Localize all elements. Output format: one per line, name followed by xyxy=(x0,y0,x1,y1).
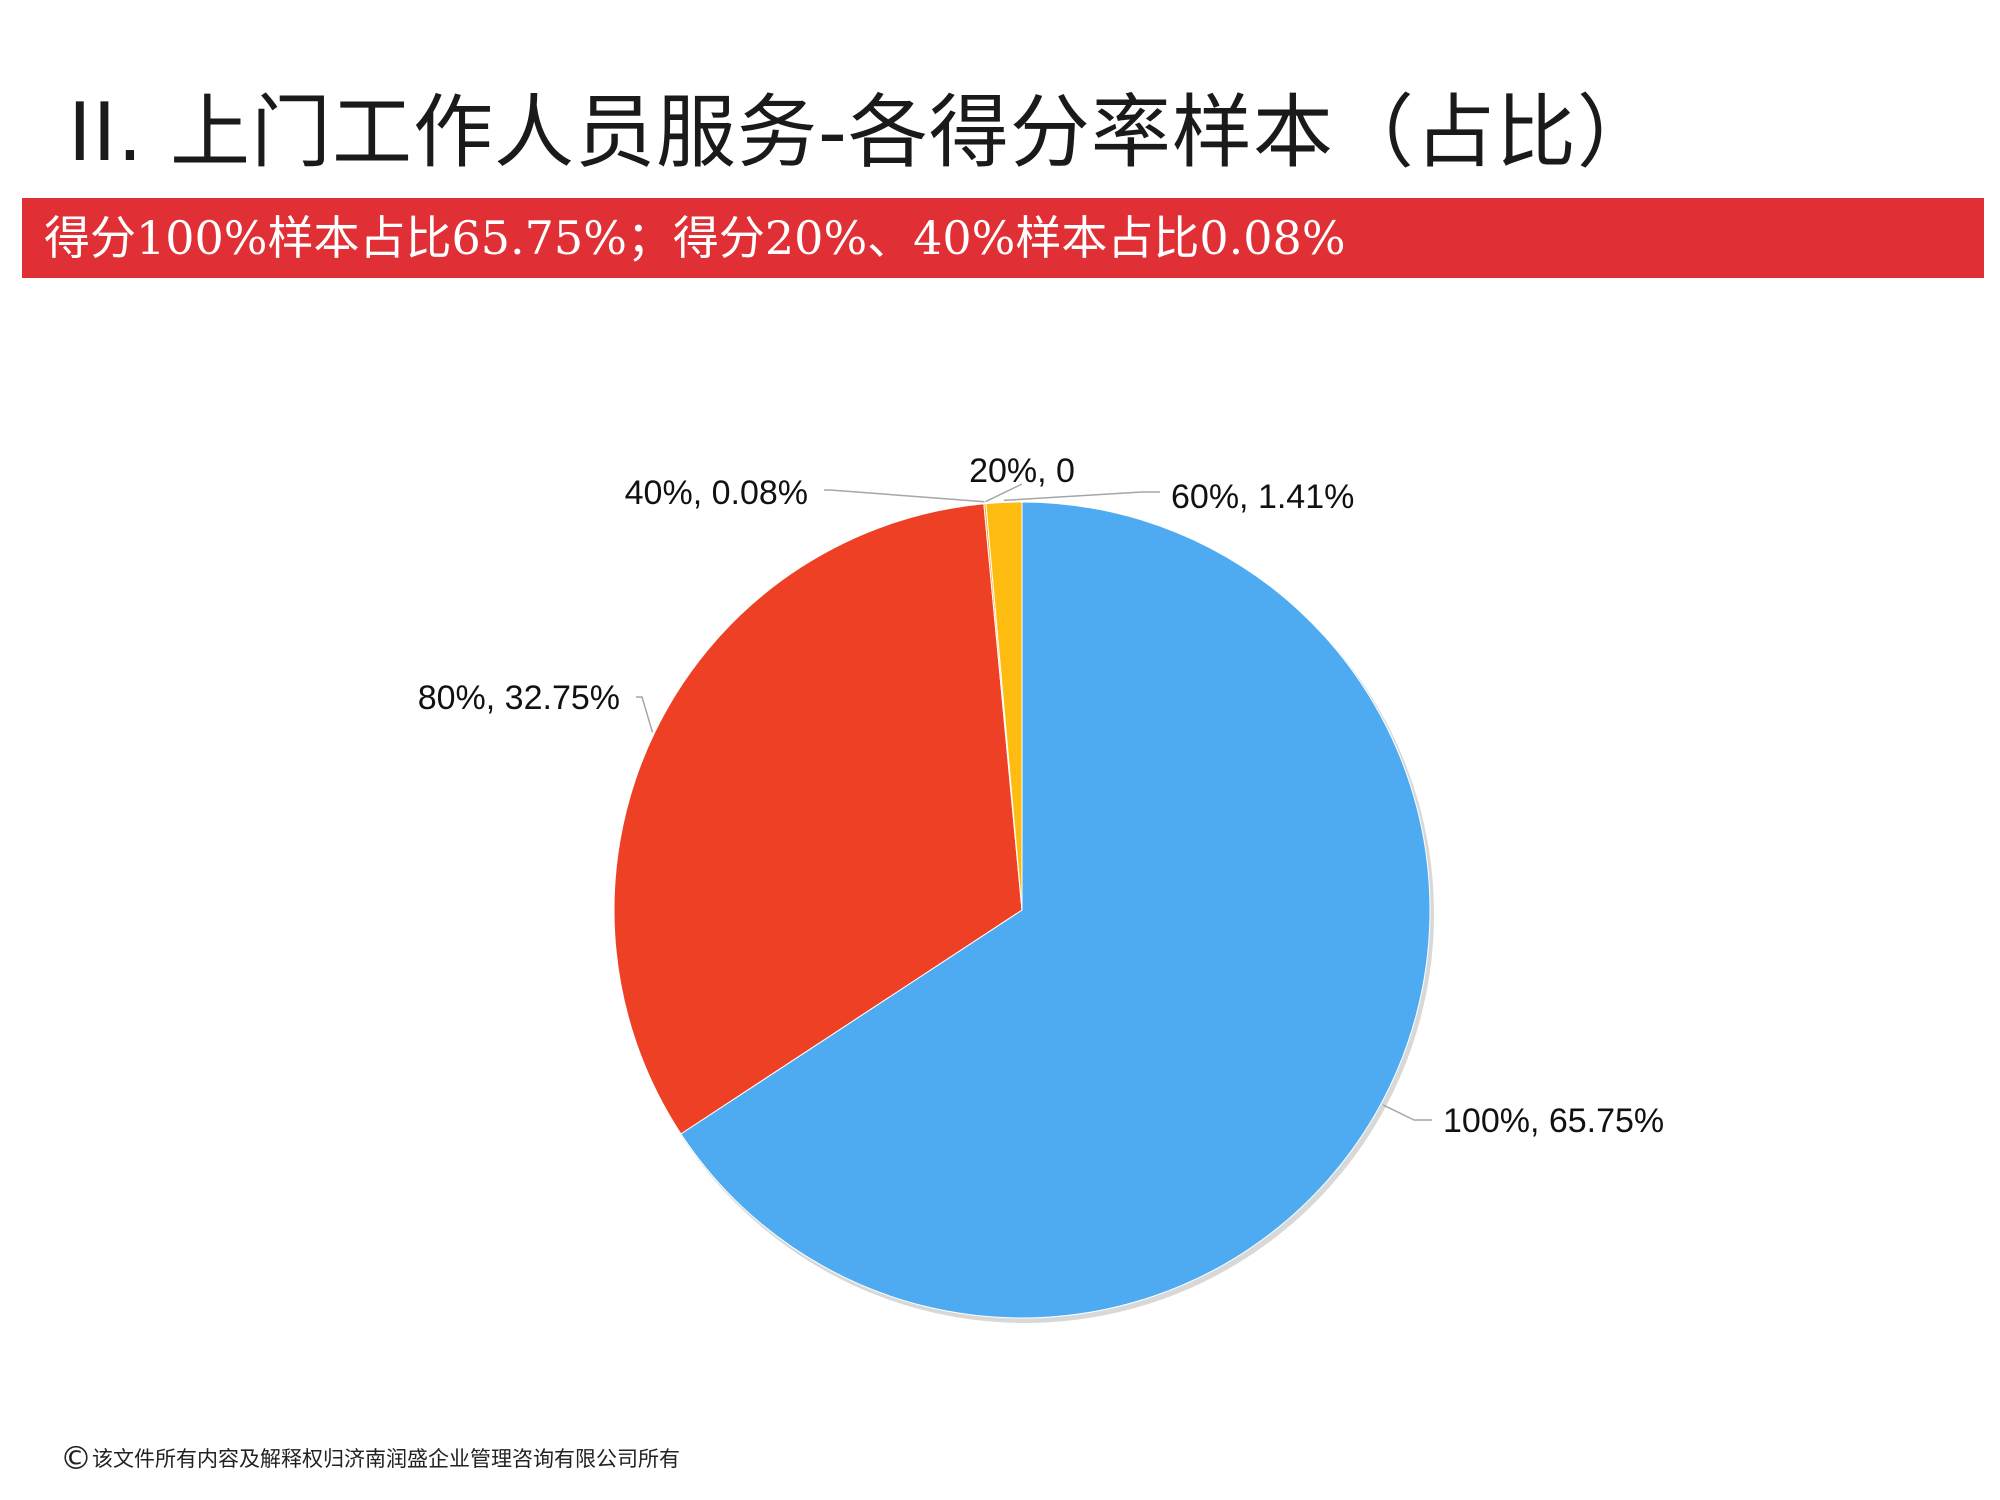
data-label-100pct: 100%, 65.75% xyxy=(1443,1102,1664,1140)
copyright-text: 该文件所有内容及解释权归济南润盛企业管理咨询有限公司所有 xyxy=(92,1447,680,1471)
data-label-80pct: 80%, 32.75% xyxy=(418,679,620,717)
slide-title: II. 上门工作人员服务-各得分率样本（占比） xyxy=(68,86,1658,179)
leader-line-100pct xyxy=(1382,1104,1432,1121)
pie-slice-60pct xyxy=(985,501,1023,911)
leader-line-80pct xyxy=(636,696,654,733)
copyright-footer: ©该文件所有内容及解释权归济南润盛企业管理咨询有限公司所有 xyxy=(60,1438,680,1478)
subtitle-text: 得分100%样本占比65.75%；得分20%、40%样本占比0.08% xyxy=(44,211,1346,265)
leader-line-20pct xyxy=(985,483,1023,503)
data-label-20pct: 20%, 0 xyxy=(969,452,1075,490)
pie-slice-100pct xyxy=(680,501,1431,1319)
pie-slice-80pct xyxy=(613,503,1023,1135)
leader-line-60pct xyxy=(1003,491,1160,502)
data-label-60pct: 60%, 1.41% xyxy=(1171,478,1354,516)
data-label-40pct: 40%, 0.08% xyxy=(625,474,808,512)
copyright-icon: © xyxy=(60,1439,92,1477)
leader-line-40pct xyxy=(824,489,985,503)
subtitle-banner: 得分100%样本占比65.75%；得分20%、40%样本占比0.08% xyxy=(22,198,1984,278)
